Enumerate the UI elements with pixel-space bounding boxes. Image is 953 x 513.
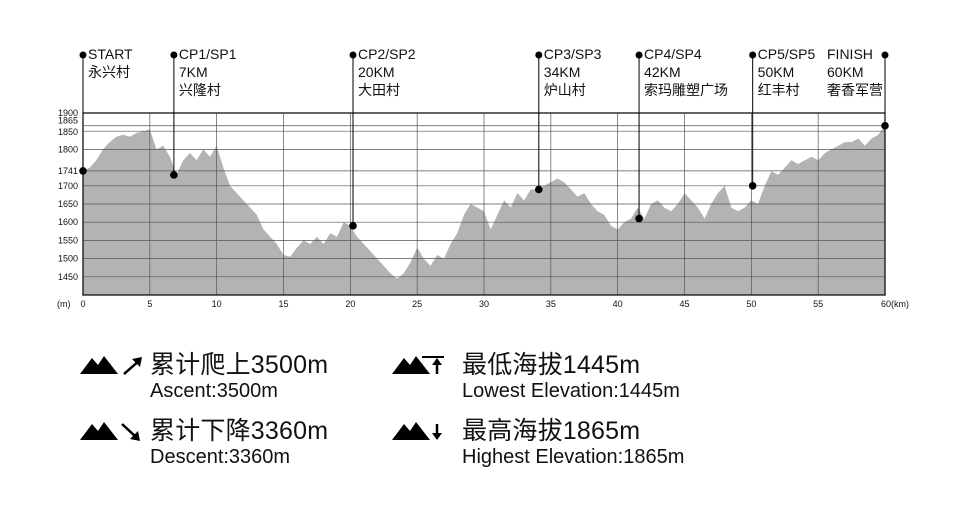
x-tick-label: 15 [278,299,288,309]
checkpoint-top-dot [535,51,543,59]
checkpoint-label: FINISH [827,46,873,62]
y-tick-label: 1741 [58,166,78,176]
x-tick-label: 35 [546,299,556,309]
x-tick-label: 0 [80,299,85,309]
y-tick-label: 1450 [58,272,78,282]
y-tick-label: 1650 [58,199,78,209]
x-tick-label: 20 [345,299,355,309]
checkpoint-place: 大田村 [358,82,400,98]
mountain-ascent-icon [80,356,142,375]
checkpoint-top-dot [749,51,757,59]
checkpoint-point [170,171,178,179]
stat-lowest: 最低海拔1445m Lowest Elevation:1445m [392,352,680,403]
checkpoint-top-dot [349,51,357,59]
y-unit-label: (m) [57,299,71,309]
stat-descent: 累计下降3360m Descent:3360m [80,418,328,469]
checkpoint-point [748,182,757,190]
checkpoint-label: CP5/SP5 [758,46,816,62]
highest-zh: 最高海拔1865m [462,417,641,445]
y-tick-label: 1550 [58,235,78,245]
x-tick-label: 40 [613,299,623,309]
x-tick-label: 55 [813,299,823,309]
ascent-en: Ascent:3500m [150,380,278,402]
x-tick-label: 5 [147,299,152,309]
checkpoint-km: 7KM [179,64,208,80]
checkpoint-label: CP2/SP2 [358,46,416,62]
checkpoint-top-dot [881,51,889,59]
checkpoint-place: 红丰村 [758,82,800,98]
checkpoint-km: 34KM [544,64,581,80]
ascent-zh: 累计爬上3500m [150,351,329,379]
checkpoint-label: CP1/SP1 [179,46,237,62]
y-tick-label: 1700 [58,181,78,191]
stat-ascent: 累计爬上3500m Ascent:3500m [80,352,328,403]
checkpoint-place: 奢香军营 [827,82,883,98]
x-tick-label: 45 [679,299,689,309]
y-tick-label: 1850 [58,127,78,137]
checkpoint-point [79,167,87,175]
checkpoint-place: 索玛雕塑广场 [644,82,728,98]
mountain-highest-icon [392,422,442,440]
checkpoint-km: 60KM [827,64,864,80]
descent-zh: 累计下降3360m [150,417,329,445]
mountain-lowest-icon [392,356,444,374]
checkpoint-top-dot [170,51,178,59]
x-tick-label: 60(km) [881,299,909,309]
checkpoint-label: CP3/SP3 [544,46,602,62]
y-tick-label: 1500 [58,254,78,264]
stat-highest: 最高海拔1865m Highest Elevation:1865m [392,418,684,469]
x-tick-label: 30 [479,299,489,309]
highest-en: Highest Elevation:1865m [462,446,685,468]
checkpoint-point [881,121,889,130]
checkpoint-km: 20KM [358,64,395,80]
mountain-descent-icon [80,422,140,441]
checkpoint-place: 兴隆村 [179,82,221,98]
y-tick-label: 1800 [58,144,78,154]
lowest-en: Lowest Elevation:1445m [462,380,680,402]
checkpoint-place: 永兴村 [88,64,130,80]
checkpoint-km: 42KM [644,64,681,80]
elevation-chart: 1450150015501600165017001741180018501865… [57,46,909,309]
checkpoint-point [535,185,543,194]
checkpoint-label: CP4/SP4 [644,46,702,62]
x-tick-label: 25 [412,299,422,309]
y-tick-label: 1900 [58,108,78,118]
checkpoint-point [349,222,357,230]
checkpoint-place: 炉山村 [544,82,586,98]
lowest-zh: 最低海拔1445m [462,351,641,379]
checkpoint-top-dot [635,51,643,59]
y-tick-label: 1865 [58,116,78,126]
checkpoint-label: START [88,46,133,62]
checkpoint-point [635,214,643,223]
x-tick-label: 10 [212,299,222,309]
checkpoint-km: 50KM [758,64,795,80]
plot-frame [82,112,886,296]
y-tick-label: 1600 [58,217,78,227]
descent-en: Descent:3360m [150,446,291,468]
x-tick-label: 50 [746,299,756,309]
checkpoint-top-dot [79,51,87,59]
